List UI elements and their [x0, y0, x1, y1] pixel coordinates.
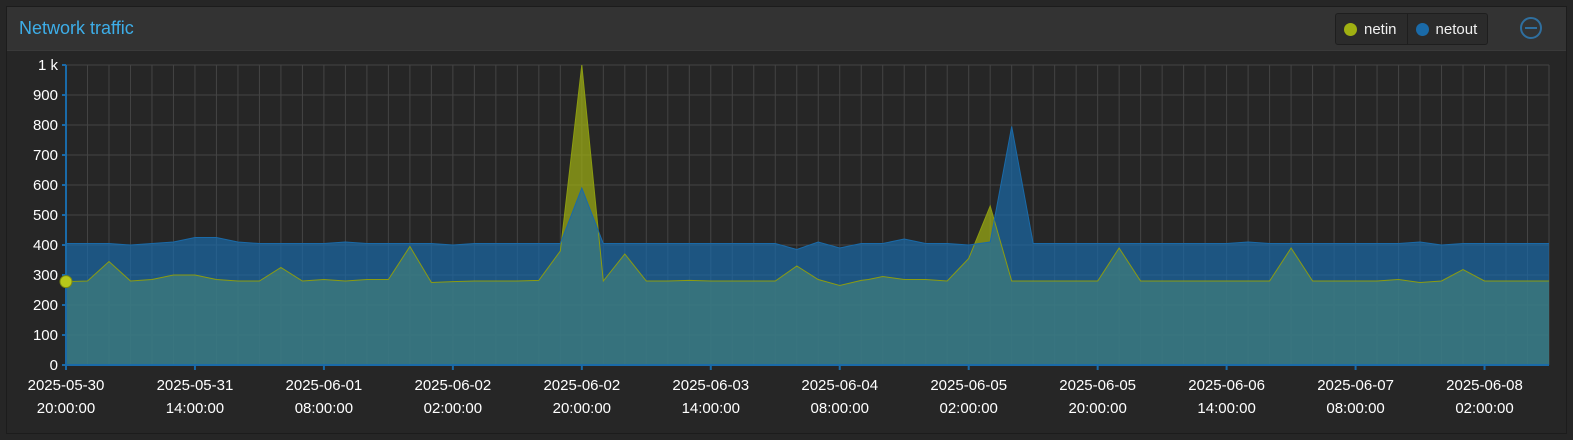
x-tick-time-label: 02:00:00 [1455, 400, 1513, 417]
x-tick-date-label: 2025-06-08 [1446, 377, 1523, 394]
y-tick-label: 200 [33, 297, 58, 314]
y-tick-label: 100 [33, 327, 58, 344]
x-tick-time-label: 14:00:00 [1197, 400, 1255, 417]
x-tick-date-label: 2025-05-31 [157, 377, 234, 394]
y-tick-label: 400 [33, 237, 58, 254]
x-tick-time-label: 08:00:00 [811, 400, 869, 417]
x-tick-date-label: 2025-06-02 [415, 377, 492, 394]
x-tick-date-label: 2025-06-06 [1188, 377, 1265, 394]
series-netin-line [65, 64, 1549, 287]
chart-legend: netin netout [1335, 13, 1489, 45]
y-tick-label: 800 [33, 117, 58, 134]
y-tick-label: 300 [33, 267, 58, 284]
legend-netin-label: netin [1364, 20, 1397, 38]
series-netout-line [66, 126, 1549, 251]
netin-start-marker [59, 275, 73, 289]
x-tick-time-label: 02:00:00 [424, 400, 482, 417]
y-tick-label: 1 k [38, 57, 59, 74]
y-tick-label: 700 [33, 147, 58, 164]
x-tick-time-label: 02:00:00 [940, 400, 998, 417]
legend-netout-dot-icon [1415, 22, 1429, 36]
x-tick-time-label: 08:00:00 [1326, 400, 1384, 417]
x-tick-date-label: 2025-06-07 [1317, 377, 1394, 394]
x-tick-time-label: 20:00:00 [37, 400, 95, 417]
x-tick-date-label: 2025-06-01 [286, 377, 363, 394]
x-tick-date-label: 2025-06-02 [543, 377, 620, 394]
legend-netout-label: netout [1435, 20, 1478, 38]
panel-title: Network traffic [19, 18, 134, 38]
x-tick-time-label: 08:00:00 [295, 400, 353, 417]
y-tick-label: 900 [33, 87, 58, 104]
y-tick-label: 500 [33, 207, 58, 224]
y-tick-label: 0 [50, 357, 58, 374]
x-tick-date-label: 2025-06-05 [1059, 377, 1136, 394]
panel-header: Network traffic netin netout [7, 7, 1566, 51]
x-tick-date-label: 2025-05-30 [28, 377, 105, 394]
y-tick-label: 600 [33, 177, 58, 194]
x-tick-date-label: 2025-06-03 [672, 377, 749, 394]
legend-item-netout[interactable]: netout [1406, 14, 1488, 44]
x-tick-time-label: 20:00:00 [1068, 400, 1126, 417]
legend-item-netin[interactable]: netin [1336, 14, 1407, 44]
x-tick-date-label: 2025-06-04 [801, 377, 878, 394]
x-tick-date-label: 2025-06-05 [930, 377, 1007, 394]
x-tick-time-label: 20:00:00 [553, 400, 611, 417]
legend-netin-dot-icon [1344, 22, 1357, 36]
x-tick-time-label: 14:00:00 [682, 400, 740, 417]
zoom-reset-icon[interactable] [1520, 17, 1542, 39]
x-tick-time-label: 14:00:00 [166, 400, 224, 417]
